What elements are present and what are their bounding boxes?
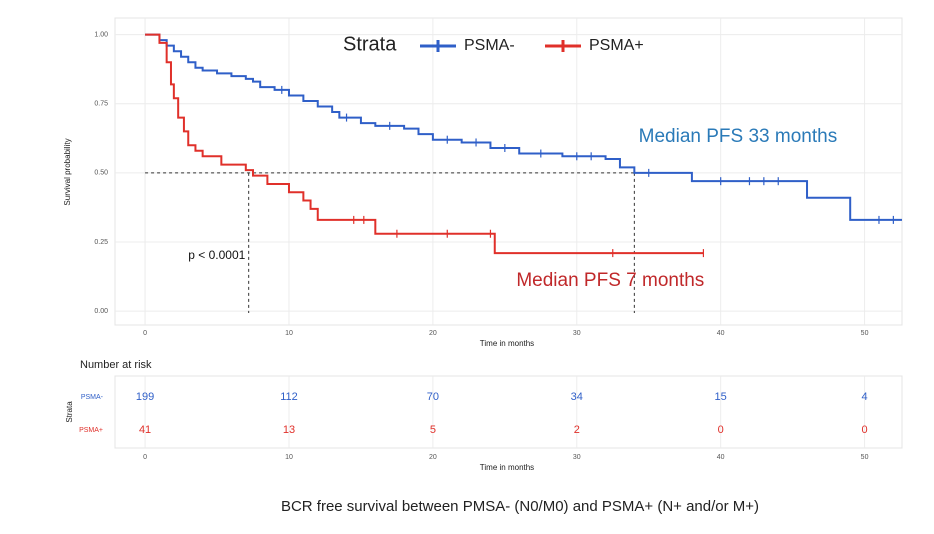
- annotation: Median PFS 7 months: [516, 270, 704, 291]
- risk-panel: [114, 375, 903, 449]
- risk-value: 41: [139, 424, 151, 436]
- risk-y-title: Strata: [65, 401, 74, 423]
- y-tick-label: 0.50: [94, 170, 108, 177]
- risk-value: 0: [862, 424, 868, 436]
- y-axis-title: Survival probability: [63, 138, 72, 205]
- risk-x-tick-label: 10: [285, 454, 293, 461]
- y-tick-label: 1.00: [94, 31, 108, 38]
- risk-row-label: PSMA-: [81, 394, 104, 401]
- plot-panel: [114, 17, 903, 326]
- risk-value: 2: [574, 424, 580, 436]
- risk-row-label: PSMA+: [79, 427, 103, 434]
- x-tick-label: 0: [143, 330, 147, 337]
- risk-x-tick-label: 50: [861, 454, 869, 461]
- x-tick-label: 20: [429, 330, 437, 337]
- risk-x-tick-label: 30: [573, 454, 581, 461]
- annotation: p < 0.0001: [188, 248, 245, 262]
- x-tick-label: 30: [573, 330, 581, 337]
- annotation: Median PFS 33 months: [639, 126, 838, 147]
- risk-x-tick-label: 0: [143, 454, 147, 461]
- x-tick-label: 40: [717, 330, 725, 337]
- y-tick-label: 0.75: [94, 101, 108, 108]
- risk-value: 4: [862, 391, 868, 403]
- legend-label: PSMA+: [589, 37, 644, 54]
- x-tick-label: 10: [285, 330, 293, 337]
- x-axis-title: Time in months: [480, 339, 534, 348]
- risk-value: 15: [715, 391, 727, 403]
- survival-line: [145, 33, 704, 255]
- risk-value: 5: [430, 424, 436, 436]
- risk-value: 112: [280, 391, 298, 403]
- risk-x-tick-label: 40: [717, 454, 725, 461]
- caption: BCR free survival between PMSA- (N0/M0) …: [281, 498, 759, 515]
- x-tick-label: 50: [861, 330, 869, 337]
- risk-value: 0: [718, 424, 724, 436]
- risk-value: 13: [283, 424, 295, 436]
- risk-x-title: Time in months: [480, 463, 534, 472]
- survival-line: [145, 33, 902, 221]
- risk-value: 70: [427, 391, 439, 403]
- legend-title: Strata: [343, 33, 397, 55]
- y-tick-label: 0.00: [94, 308, 108, 315]
- risk-value: 199: [136, 391, 154, 403]
- legend-label: PSMA-: [464, 37, 515, 54]
- y-tick-label: 0.25: [94, 239, 108, 246]
- risk-x-tick-label: 20: [429, 454, 437, 461]
- risk-value: 34: [571, 391, 583, 403]
- risk-title: Number at risk: [80, 359, 152, 371]
